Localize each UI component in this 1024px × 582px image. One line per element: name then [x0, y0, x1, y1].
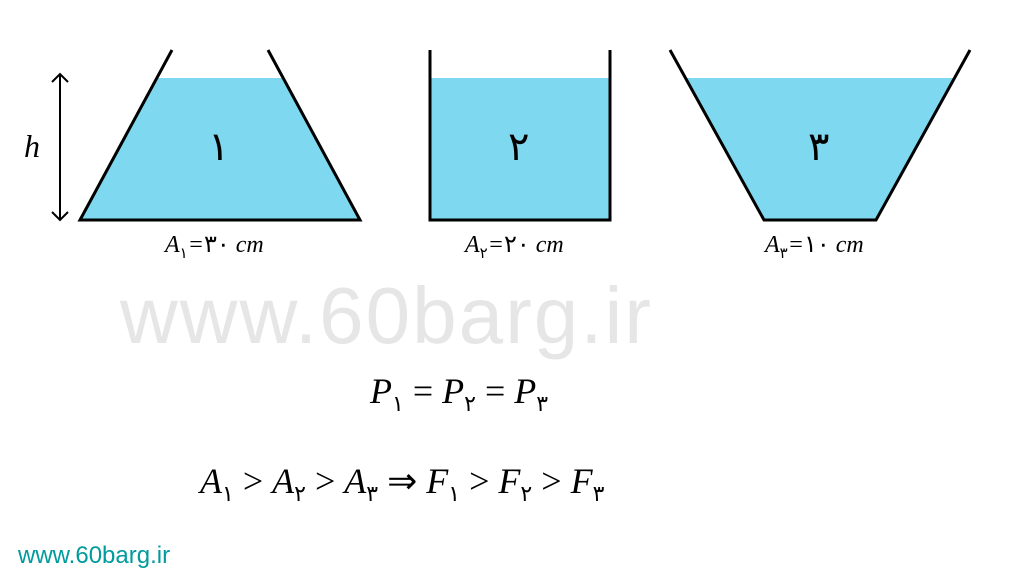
vessel-1-number: ۱	[208, 123, 229, 170]
figure-canvas: { "colors": { "water_fill": "#7ed8ef", "…	[0, 0, 1024, 582]
height-label: h	[24, 128, 40, 165]
vessel-3-area-label: A۳=۱۰ cm	[765, 230, 864, 263]
area-force-equation: A۱ > A۲ > A۳ ⇒ F۱ > F۲ > F۳	[200, 460, 604, 507]
footer-url: www.60barg.ir	[18, 542, 170, 570]
pressure-equation: P۱ = P۲ = P۳	[370, 370, 548, 417]
vessel-2-area-label: A۲=۲۰ cm	[465, 230, 564, 263]
vessel-2-number: ۲	[508, 123, 529, 170]
vessel-1-area-label: A۱=۳۰ cm	[165, 230, 264, 263]
vessel-3-number: ۳	[808, 123, 829, 170]
